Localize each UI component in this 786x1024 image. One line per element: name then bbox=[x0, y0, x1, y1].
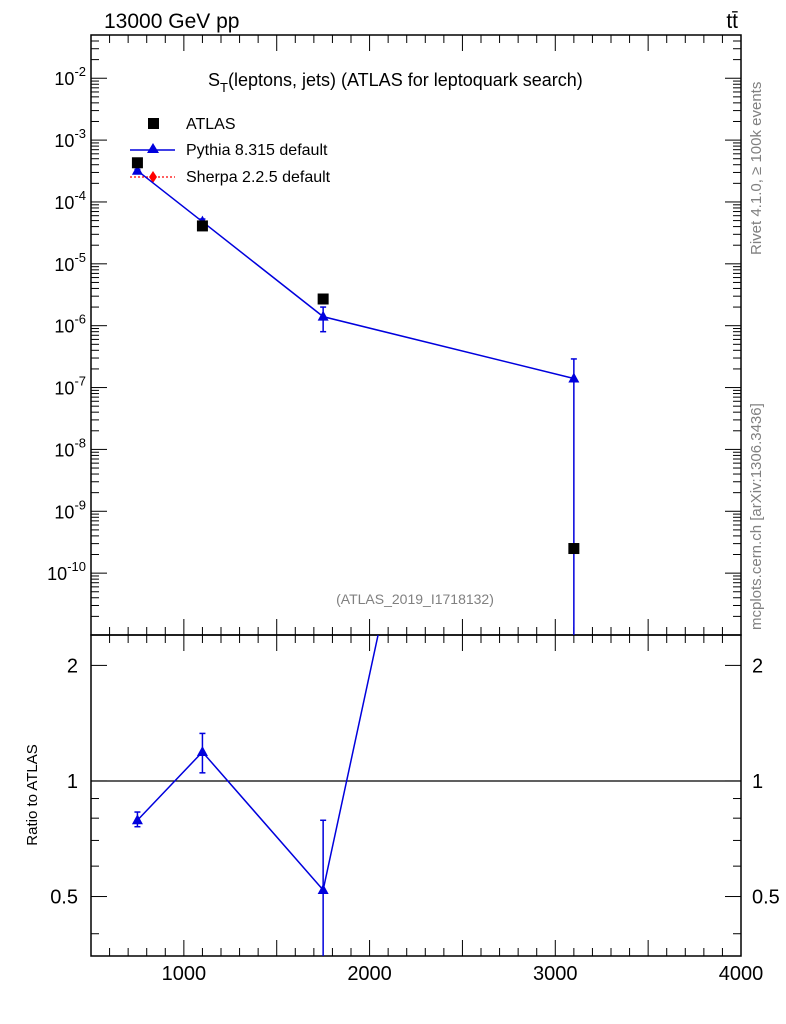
atlas-point bbox=[196, 220, 208, 232]
main-plot-data bbox=[131, 157, 580, 635]
mcplots-label: mcplots.cern.ch [arXiv:1306.3436] bbox=[748, 403, 765, 630]
legend-pythia-marker bbox=[147, 143, 159, 153]
ratio-y-tick-label-right: 0.5 bbox=[752, 887, 780, 909]
legend-sherpa-marker bbox=[149, 171, 157, 183]
y-tick-label: 10-8 bbox=[54, 435, 86, 460]
legend-atlas-marker bbox=[148, 118, 159, 129]
x-tick-labels: 1000 2000 3000 4000 bbox=[162, 963, 764, 985]
y-tick-label: 10-6 bbox=[54, 312, 86, 337]
analysis-id-label: (ATLAS_2019_I1718132) bbox=[336, 591, 494, 607]
ratio-y-tick-label: 0.5 bbox=[50, 887, 78, 909]
legend: ATLAS Pythia 8.315 default Sherpa 2.2.5 … bbox=[130, 116, 331, 186]
main-axis-ticks bbox=[91, 34, 742, 636]
main-y-tick-labels: 10-2 10-3 10-4 10-5 10-6 10-7 10-8 10-9 10-10 bbox=[47, 64, 86, 584]
y-tick-label: 10-10 bbox=[47, 559, 86, 584]
y-tick-label: 10-3 bbox=[54, 126, 86, 151]
ratio-y-tick-labels: 0.5 0.5 1 1 2 2 bbox=[50, 655, 780, 908]
x-tick-label: 3000 bbox=[533, 963, 578, 985]
title-rest: (leptons, jets) (ATLAS for leptoquark se… bbox=[228, 70, 583, 90]
ratio-pythia-point bbox=[196, 745, 208, 756]
energy-label: 13000 GeV pp bbox=[104, 10, 239, 33]
atlas-point bbox=[568, 543, 580, 555]
y-tick-label: 10-7 bbox=[54, 374, 86, 399]
y-tick-label: 10-2 bbox=[54, 64, 86, 89]
legend-pythia-label: Pythia 8.315 default bbox=[186, 142, 328, 159]
atlas-point bbox=[131, 157, 143, 169]
ratio-pythia-point bbox=[317, 883, 329, 894]
atlas-point bbox=[317, 293, 329, 305]
title-subscript: T bbox=[220, 80, 228, 95]
y-tick-label: 10-5 bbox=[54, 250, 86, 275]
rivet-version-label: Rivet 4.1.0, ≥ 100k events bbox=[748, 82, 765, 255]
x-tick-label: 1000 bbox=[162, 963, 207, 985]
legend-sherpa-label: Sherpa 2.2.5 default bbox=[186, 169, 331, 186]
ratio-y-tick-label: 2 bbox=[67, 655, 78, 677]
ratio-y-tick-label-right: 2 bbox=[752, 655, 763, 677]
chart-title: ST(leptons, jets) (ATLAS for leptoquark … bbox=[208, 70, 583, 95]
ratio-y-axis-label: Ratio to ATLAS bbox=[24, 744, 41, 845]
pythia-point bbox=[131, 164, 143, 175]
pythia-point bbox=[568, 372, 580, 383]
legend-atlas-label: ATLAS bbox=[186, 116, 236, 133]
ratio-y-tick-label-right: 1 bbox=[752, 771, 763, 793]
pythia-line bbox=[136, 170, 575, 380]
pythia-point bbox=[317, 310, 329, 321]
ratio-pythia-point bbox=[131, 814, 143, 825]
ratio-panel-frame bbox=[90, 634, 742, 957]
x-tick-label: 4000 bbox=[719, 963, 764, 985]
process-label: tt̄ bbox=[726, 10, 738, 33]
ratio-plot-data bbox=[91, 635, 741, 956]
y-tick-label: 10-4 bbox=[54, 188, 86, 213]
y-tick-label: 10-9 bbox=[54, 497, 86, 522]
ratio-y-tick-label: 1 bbox=[67, 771, 78, 793]
ratio-axis-ticks bbox=[91, 635, 742, 956]
x-tick-label: 2000 bbox=[347, 963, 392, 985]
ratio-pythia-line bbox=[136, 635, 379, 892]
title-main: S bbox=[208, 70, 220, 90]
